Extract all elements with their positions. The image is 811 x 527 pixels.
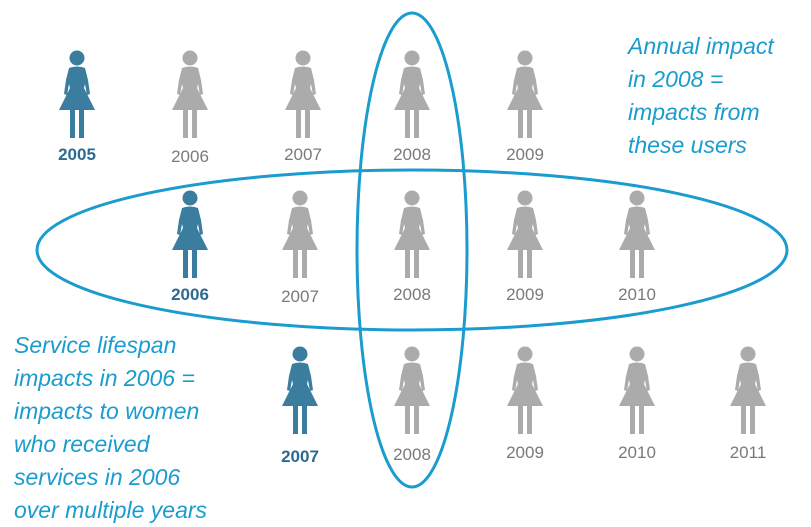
year-label: 2008 [393, 445, 431, 464]
woman-icon [285, 50, 321, 138]
woman-icon [282, 190, 318, 278]
figures: 2005 2006 2007 2008 2009 2006 2007 2008 2009 2010… [58, 50, 767, 466]
year-label: 2010 [618, 285, 656, 304]
year-label: 2011 [730, 443, 767, 462]
woman-icon [619, 190, 655, 278]
year-label: 2010 [618, 443, 656, 462]
annotation-line: who received [14, 431, 151, 457]
year-label: 2008 [393, 285, 431, 304]
lifespan-ellipse [35, 168, 789, 332]
year-label: 2007 [284, 145, 322, 164]
woman-icon [59, 50, 95, 138]
woman-icon [394, 50, 430, 138]
year-label: 2008 [393, 145, 431, 164]
woman-icon [619, 346, 655, 434]
annotation-line: impacts to women [14, 398, 199, 424]
annotations: Annual impact in 2008 = impacts from these … [14, 33, 775, 523]
year-label: 2006 [171, 147, 209, 166]
year-label: 2009 [506, 145, 544, 164]
year-label: 2009 [506, 443, 544, 462]
annotation-line: Annual impact [626, 33, 775, 59]
woman-icon [172, 190, 208, 278]
annotation-line: these users [628, 132, 747, 158]
annotation-line: Service lifespan [14, 332, 176, 358]
year-label: 2006 [171, 285, 209, 304]
year-label: 2007 [281, 287, 319, 306]
woman-icon [282, 346, 318, 434]
woman-icon [394, 190, 430, 278]
annual-ellipse [355, 11, 469, 489]
annotation-line: impacts in 2006 = [14, 365, 195, 391]
woman-icon [507, 190, 543, 278]
annotation-line: in 2008 = [628, 66, 723, 92]
woman-icon [730, 346, 766, 434]
annotation-line: impacts from [628, 99, 760, 125]
annotation-line: over multiple years [14, 497, 208, 523]
woman-icon [172, 50, 208, 138]
year-label: 2009 [506, 285, 544, 304]
woman-icon [507, 50, 543, 138]
annotation-line: services in 2006 [14, 464, 180, 490]
woman-icon [394, 346, 430, 434]
year-label: 2005 [58, 145, 96, 164]
year-label: 2007 [281, 447, 319, 466]
woman-icon [507, 346, 543, 434]
